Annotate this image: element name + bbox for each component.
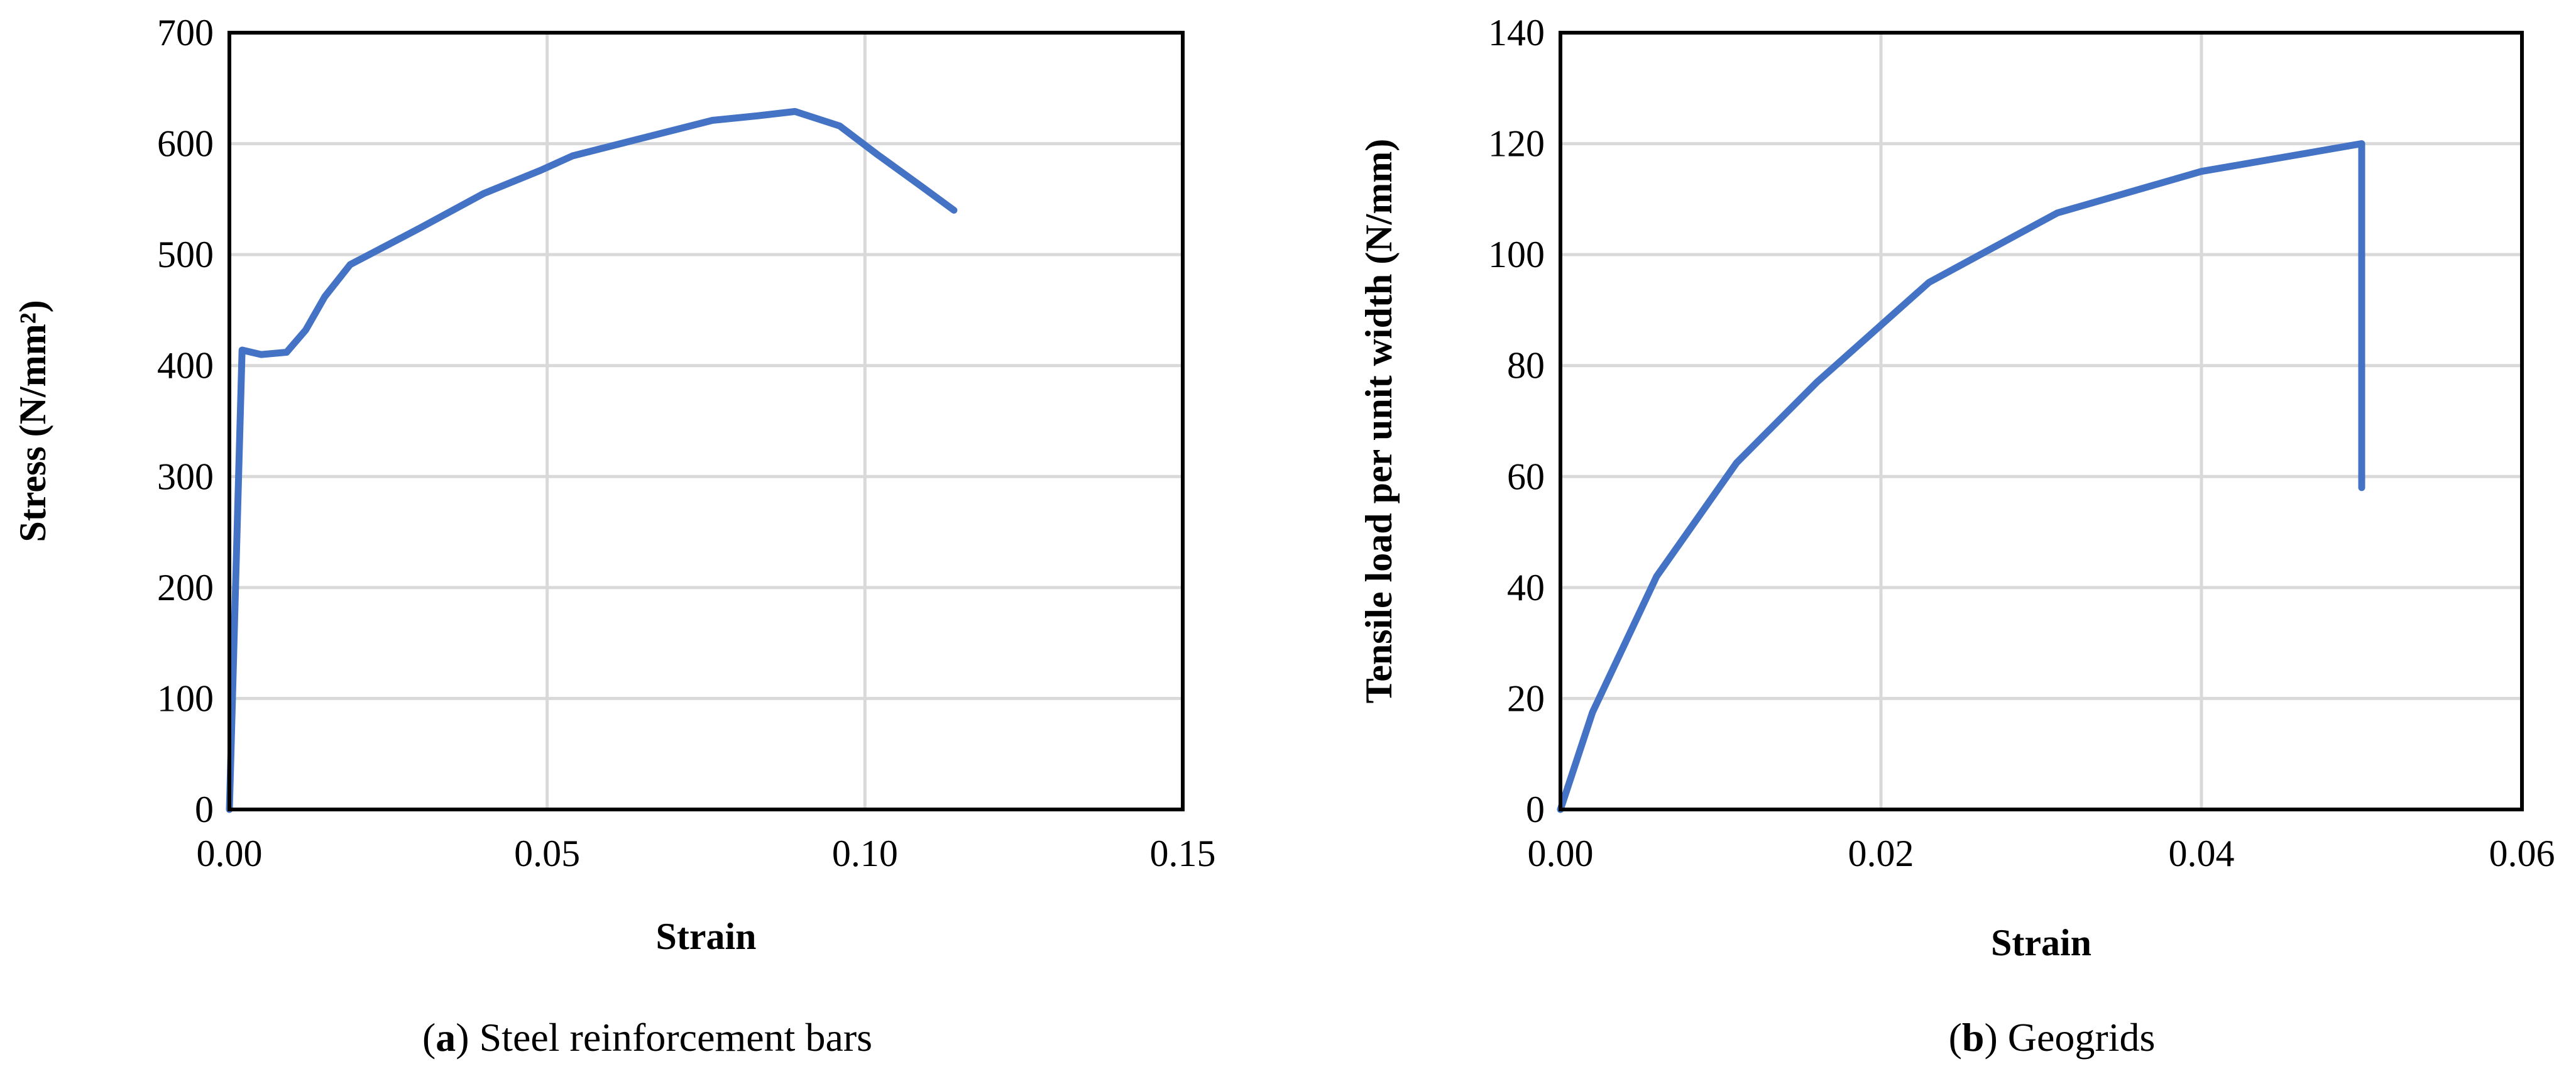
y-tick-labels-a: 0 100 200 300 400 500 600 700 <box>157 12 214 830</box>
y-axis-label-b: Tensile load per unit width (N/mm) <box>1358 139 1400 703</box>
y-tick-label: 200 <box>157 567 214 608</box>
x-tick-label: 0.05 <box>514 833 580 874</box>
y-tick-label: 140 <box>1488 12 1545 53</box>
caption-a: (a) Steel reinforcement bars <box>422 1015 872 1060</box>
chart-panel-b: 0.00 0.02 0.04 0.06 0 20 40 60 80 100 120 140 Stra… <box>1358 12 2555 1060</box>
y-tick-label: 60 <box>1507 456 1545 497</box>
caption-b: (b) Geogrids <box>1949 1015 2156 1060</box>
y-tick-label: 20 <box>1507 677 1545 719</box>
caption-letter-a: a <box>436 1015 456 1060</box>
x-tick-label: 0.06 <box>2489 833 2555 874</box>
gridlines-b <box>1559 31 2524 811</box>
y-tick-label: 300 <box>157 456 214 497</box>
series-line-b <box>1557 140 2365 813</box>
y-tick-label: 600 <box>157 123 214 165</box>
chart-panel-a: 0.00 0.05 0.10 0.15 0100200300400500600700 … <box>12 12 1216 1060</box>
y-tick-label: 40 <box>1507 567 1545 608</box>
y-tick-label: 120 <box>1488 123 1545 165</box>
y-tick-label: 0 <box>1526 789 1545 830</box>
x-tick-label: 0.00 <box>1528 833 1594 874</box>
x-axis-label-a: Strain <box>655 916 756 957</box>
x-axis-label-b: Strain <box>1991 922 2091 963</box>
y-tick-label: 0 <box>195 789 214 830</box>
x-tick-label: 0.04 <box>2169 833 2235 874</box>
y-tick-label: 500 <box>157 234 214 275</box>
y-tick-label: 100 <box>1488 234 1545 275</box>
y-tick-labels-b: 0 20 40 60 80 100 120 140 <box>1488 12 1545 830</box>
x-tick-label: 0.02 <box>1848 833 1914 874</box>
y-tick-label: 80 <box>1507 345 1545 387</box>
x-tick-labels-a: 0.00 0.05 0.10 0.15 <box>197 833 1216 874</box>
y-axis-label-a: Stress (N/mm²) <box>12 300 53 542</box>
caption-title-a: Steel reinforcement bars <box>480 1015 873 1060</box>
plot-frame-b <box>1559 31 2524 811</box>
x-tick-labels-b: 0.00 0.02 0.04 0.06 <box>1528 833 2555 874</box>
plot-frame-a <box>227 31 1185 811</box>
y-tick-label: 700 <box>157 12 214 53</box>
x-tick-label: 0.15 <box>1150 833 1216 874</box>
caption-letter-b: b <box>1962 1015 1985 1060</box>
y-tick-label: 400 <box>157 345 214 387</box>
y-tick-label: 100 <box>157 677 214 719</box>
x-tick-label: 0.00 <box>197 833 263 874</box>
x-tick-label: 0.10 <box>832 833 898 874</box>
caption-title-b: Geogrids <box>2008 1015 2156 1060</box>
series-line-a <box>226 107 958 813</box>
gridlines-a <box>227 31 1185 811</box>
